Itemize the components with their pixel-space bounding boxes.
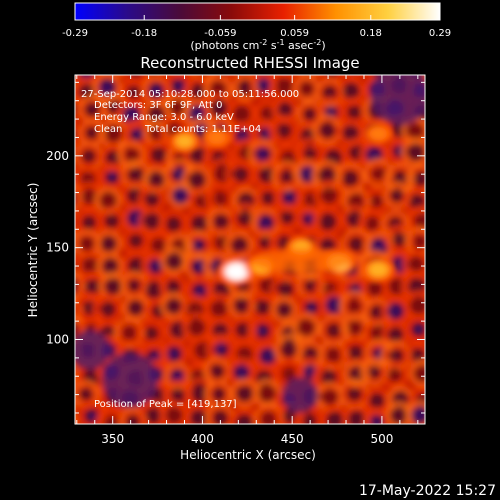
y-tick-labels: 100 150 200 (46, 149, 69, 347)
colorbar-tick-label: 0.059 (280, 28, 309, 39)
x-tick-label: 500 (370, 432, 393, 446)
y-tick-label: 150 (46, 241, 69, 255)
source-core (208, 130, 226, 144)
y-tick-label: 100 (46, 333, 69, 347)
axis-ticks (75, 75, 425, 424)
annotation-detectors: Detectors: 3F 6F 9F, Att 0 (94, 100, 222, 111)
colorbar-ticks (74, 15, 441, 20)
x-tick-labels: 350 400 450 500 (101, 432, 393, 446)
colorbar-tick-label: 0.29 (429, 28, 451, 39)
footer-date: 17-May-2022 15:27 (359, 483, 496, 499)
source-band (251, 248, 352, 273)
colorbar-tick-label: 0.18 (360, 28, 382, 39)
colorbar-units: (photons cm-2 s-1 asec-2) (190, 38, 325, 52)
x-axis-label: Heliocentric X (arcsec) (180, 448, 316, 462)
y-tick-label: 200 (46, 149, 69, 163)
annotation-block: 27-Sep-2014 05:10:28.000 to 05:11:56.000… (81, 89, 299, 410)
chart-title: Reconstructed RHESSI Image (140, 54, 359, 72)
colorbar-tick-labels: -0.29 -0.18 -0.059 0.059 0.18 0.29 (62, 28, 451, 39)
y-axis-label: Heliocentric Y (arcsec) (26, 183, 40, 318)
annotation-energy: Energy Range: 3.0 - 6.0 keV (94, 112, 234, 123)
annotation-time: 27-Sep-2014 05:10:28.000 to 05:11:56.000 (81, 89, 299, 100)
colorbar (74, 2, 441, 21)
annotation-counts: Total counts: 1.11E+04 (144, 124, 261, 135)
source-core (368, 262, 389, 278)
source-core (175, 134, 194, 149)
plot-frame (74, 74, 426, 425)
annotation-peak: Position of Peak = [419,137] (94, 399, 237, 410)
x-tick-label: 400 (191, 432, 214, 446)
x-tick-label: 350 (101, 432, 124, 446)
heatmap-image (75, 75, 425, 424)
source-core (369, 127, 388, 141)
colorbar-tick-label: -0.29 (62, 28, 88, 39)
x-tick-label: 450 (281, 432, 304, 446)
colorbar-tick-label: -0.059 (204, 28, 236, 39)
annotation-method: Clean (94, 124, 122, 135)
source-core (224, 262, 249, 281)
colorbar-tick-label: -0.18 (131, 28, 157, 39)
